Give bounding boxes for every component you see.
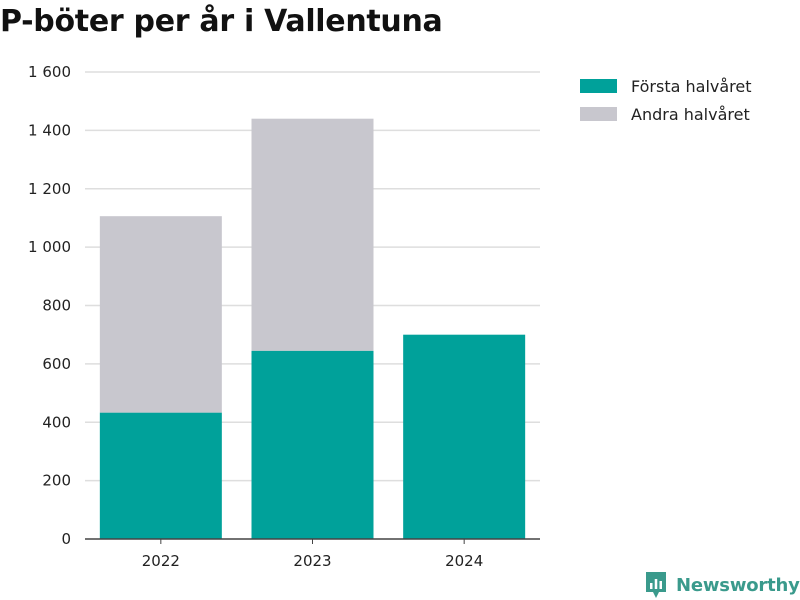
legend-label-first-half: Första halvåret xyxy=(631,76,752,96)
y-tick-label: 1 000 xyxy=(28,238,71,256)
brand-logo: Newsworthy xyxy=(644,570,800,600)
brand-name: Newsworthy xyxy=(676,574,800,596)
bar-2022-series-1 xyxy=(99,412,222,539)
legend-swatch-first-half xyxy=(580,79,617,93)
y-tick-label: 0 xyxy=(61,530,71,548)
bar-2024-series-1 xyxy=(403,334,526,539)
x-tick-label: 2023 xyxy=(293,552,331,570)
chart-title: P-böter per år i Vallentuna xyxy=(0,4,443,39)
bar-2023-series-1 xyxy=(251,350,374,539)
y-tick-label: 800 xyxy=(42,297,71,315)
y-tick-label: 1 400 xyxy=(28,121,71,139)
y-tick-label: 200 xyxy=(42,472,71,490)
y-tick-label: 600 xyxy=(42,355,71,373)
legend-item-first-half[interactable]: Första halvåret xyxy=(580,72,752,100)
legend-swatch-second-half xyxy=(580,107,617,121)
legend: Första halvåret Andra halvåret xyxy=(580,72,752,128)
x-tick-label: 2022 xyxy=(142,552,180,570)
legend-label-second-half: Andra halvåret xyxy=(631,104,750,124)
legend-item-second-half[interactable]: Andra halvåret xyxy=(580,100,752,128)
axes xyxy=(85,538,540,544)
bar-2023-series-2 xyxy=(251,118,374,351)
y-tick-label: 400 xyxy=(42,413,71,431)
bar-2022-series-2 xyxy=(99,216,222,413)
y-tick-label: 1 200 xyxy=(28,180,71,198)
bars xyxy=(99,118,526,539)
newsworthy-logo-icon xyxy=(646,572,666,598)
tick-labels: 0 200 400 600 800 1 000 1 200 1 400 1 600 2022 202… xyxy=(28,63,483,570)
x-tick-label: 2024 xyxy=(445,552,483,570)
y-tick-label: 1 600 xyxy=(28,63,71,81)
